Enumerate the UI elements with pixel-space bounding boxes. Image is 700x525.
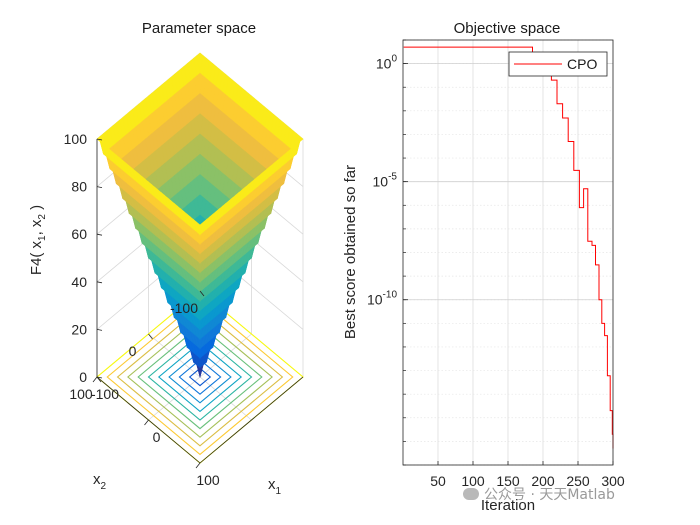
surface-face (196, 221, 204, 236)
legend: CPO (508, 51, 608, 77)
z-tick (96, 376, 103, 379)
convergence-plot: Objective space 50 100 150 200 250 300 100 10-5… (342, 20, 625, 514)
x-tick-label: 150 (496, 473, 520, 489)
axis-line (199, 376, 304, 464)
x-tick-label: 300 (601, 473, 625, 489)
y-tick-label: 10-10 (367, 290, 397, 308)
z-tick-label: 20 (71, 321, 87, 337)
contour-line (168, 350, 232, 404)
z-tick (96, 281, 103, 284)
x-tick (92, 376, 98, 383)
contour-line (106, 298, 294, 456)
z-tick (96, 329, 103, 331)
z-tick (96, 233, 103, 236)
surface-zlabel: F4( x1, x2 ) (28, 205, 48, 275)
y-tick-label: 100 (376, 54, 398, 72)
x-tick-label: 100 (461, 473, 485, 489)
y-tick-label: 100 (69, 386, 93, 402)
contour-line (137, 324, 263, 430)
wechat-icon (463, 488, 479, 500)
z-tick-label: 0 (79, 369, 87, 385)
contour-line (127, 316, 273, 438)
watermark-text: 公众号 · 天天Matlab (484, 487, 615, 503)
x-tick (195, 462, 201, 469)
contour-line (188, 367, 212, 387)
watermark: 公众号 · 天天Matlab (463, 484, 615, 504)
z-tick (96, 138, 103, 141)
z-tick-label: 100 (64, 131, 88, 147)
y-tick (199, 290, 205, 297)
contour-line (157, 341, 243, 413)
x-tick-label: -100 (91, 386, 119, 402)
contour-line (178, 359, 222, 395)
x-tick (144, 419, 149, 426)
convergence-ylabel: Best score obtained so far (342, 165, 359, 339)
y-tick-label: -100 (170, 300, 198, 316)
y-tick (148, 333, 153, 340)
convergence-plot-title: Objective space (454, 20, 561, 37)
y-tick (96, 376, 102, 383)
z-tick-label: 80 (71, 179, 87, 195)
y-tick-label: 10-5 (373, 172, 398, 190)
z-tick (96, 186, 103, 188)
x-tick-label: 250 (566, 473, 590, 489)
surface-xlabel: x1 (268, 476, 282, 497)
surface-plot: Parameter space 020406080100-1000100-100… (28, 20, 304, 497)
x-tick-label: 100 (196, 472, 220, 488)
contour-line (147, 333, 253, 421)
z-tick-label: 40 (71, 274, 87, 290)
surface-plot-title: Parameter space (142, 20, 256, 37)
x-tick-label: 200 (531, 473, 555, 489)
z-tick-label: 60 (71, 226, 87, 242)
contour-line (116, 307, 284, 447)
x-tick-label: 0 (153, 429, 161, 445)
x-tick-label: 50 (430, 473, 446, 489)
legend-label-cpo: CPO (567, 56, 597, 72)
convergence-xlabel: Iteration (481, 497, 535, 514)
surface-ylabel: x2 (93, 471, 107, 492)
y-tick-label: 0 (129, 343, 137, 359)
